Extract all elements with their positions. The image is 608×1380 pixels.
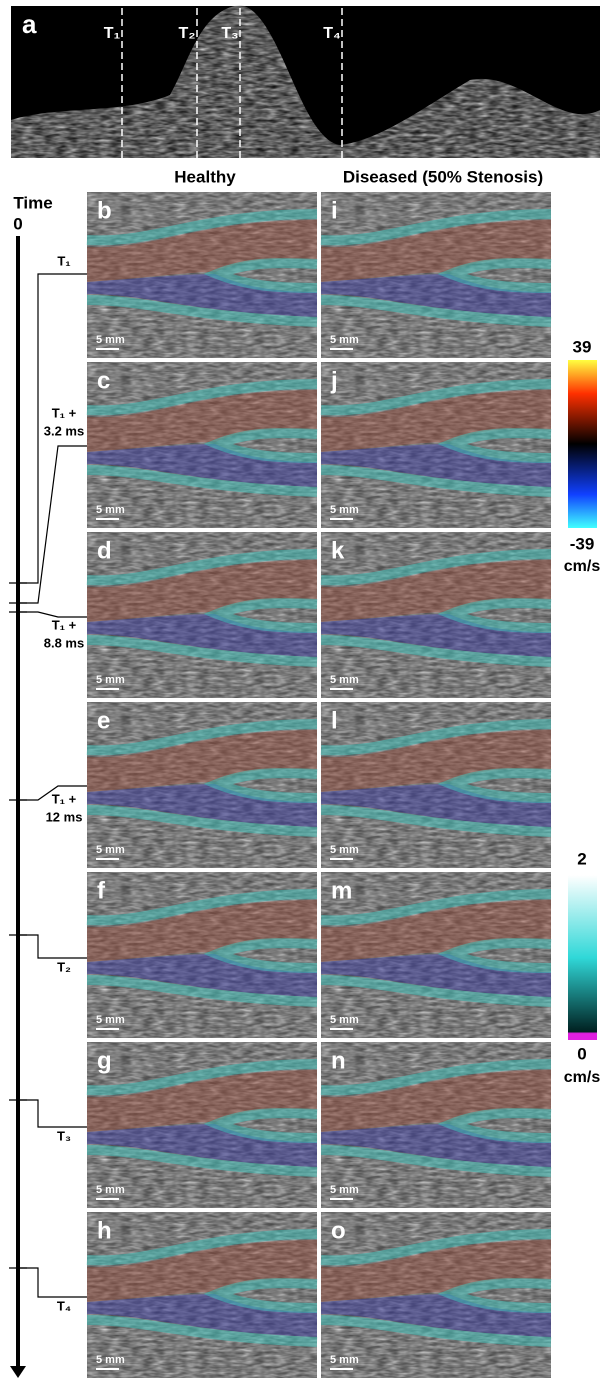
panel-letter: n (331, 1047, 346, 1074)
timeline-title: Time (13, 193, 52, 212)
panel-letter: o (331, 1217, 346, 1244)
panel: i 5 mm (321, 192, 551, 358)
scale-label: 5 mm (330, 674, 359, 686)
scale-label: 5 mm (330, 504, 359, 516)
panel-letter: m (331, 877, 352, 904)
timeline-connector (18, 1100, 87, 1127)
panel: k 5 mm (321, 532, 551, 698)
scale-label: 5 mm (330, 844, 359, 856)
panel-letter: c (97, 367, 110, 394)
colorbar-min: -39 (570, 534, 595, 553)
timeline-connector (18, 446, 87, 603)
panel: j 5 mm (321, 362, 551, 528)
panel: h 5 mm (87, 1212, 317, 1378)
panel-letter: e (97, 707, 110, 734)
colorbar-max: 2 (577, 849, 586, 868)
timeline-connector (18, 935, 87, 958)
velocity-colorbar (568, 360, 597, 528)
colorbar-min: 0 (577, 1044, 586, 1063)
panel-letter: d (97, 537, 112, 564)
scale-label: 5 mm (96, 1354, 125, 1366)
marker-label: T₄ (323, 25, 340, 42)
timeline-connector (18, 612, 87, 617)
panel-letter: g (97, 1047, 112, 1074)
scale-label: 5 mm (330, 1354, 359, 1366)
timeline-label: T₄ (57, 1298, 71, 1313)
scale-label: 5 mm (330, 1184, 359, 1196)
panel: m 5 mm (321, 872, 551, 1038)
scale-label: 5 mm (96, 844, 125, 856)
marker-label: T₁ (104, 25, 121, 42)
panel-letter: h (97, 1217, 112, 1244)
timeline-label: T₃ (57, 1128, 71, 1143)
timeline-label: T₁ + (52, 791, 77, 806)
column-header: Healthy (174, 167, 236, 186)
scale-label: 5 mm (96, 674, 125, 686)
panel-letter: l (331, 707, 338, 734)
timeline-label: 12 ms (46, 809, 83, 824)
timeline-label: 8.8 ms (44, 635, 84, 650)
scale-label: 5 mm (330, 334, 359, 346)
panel: d 5 mm (87, 532, 317, 698)
timeline-label: T₂ (57, 959, 71, 974)
panel: g 5 mm (87, 1042, 317, 1208)
marker-label: T₃ (221, 25, 238, 42)
colorbar-unit: cm/s (564, 558, 601, 575)
panel-letter: b (97, 197, 112, 224)
timeline-label: T₁ (57, 253, 70, 268)
panel: e 5 mm (87, 702, 317, 868)
panel: b 5 mm (87, 192, 317, 358)
power-colorbar (568, 875, 597, 1040)
scale-label: 5 mm (96, 504, 125, 516)
timeline-label: T₁ + (52, 405, 77, 420)
panel: f 5 mm (87, 872, 317, 1038)
timeline-label: T₁ + (52, 617, 77, 632)
scale-label: 5 mm (330, 1014, 359, 1026)
panel-letter: i (331, 197, 338, 224)
timeline-arrow (10, 1366, 26, 1378)
panel-letter: a (22, 9, 37, 39)
panel-letter: f (97, 877, 106, 904)
scale-label: 5 mm (96, 334, 125, 346)
panel-a (11, 5, 600, 158)
panel-letter: j (330, 367, 338, 394)
scale-label: 5 mm (96, 1184, 125, 1196)
colorbar-unit: cm/s (564, 1069, 601, 1086)
marker-label: T₂ (179, 25, 196, 42)
panel: l 5 mm (321, 702, 551, 868)
panel: o 5 mm (321, 1212, 551, 1378)
timeline-start: 0 (13, 214, 22, 233)
colorbar-max: 39 (573, 337, 592, 356)
page: a T₁ T₂ T₃ T₄ Healthy Diseased (50% Stenosis) b… (0, 0, 608, 1380)
timeline-connector (18, 1268, 87, 1297)
scale-label: 5 mm (96, 1014, 125, 1026)
panel-letter: k (331, 537, 345, 564)
timeline-label: 3.2 ms (44, 423, 84, 438)
panel: n 5 mm (321, 1042, 551, 1208)
panel: c 5 mm (87, 362, 317, 528)
column-header: Diseased (50% Stenosis) (343, 167, 543, 186)
figure: a T₁ T₂ T₃ T₄ Healthy Diseased (50% Stenosis) b… (0, 0, 608, 1380)
